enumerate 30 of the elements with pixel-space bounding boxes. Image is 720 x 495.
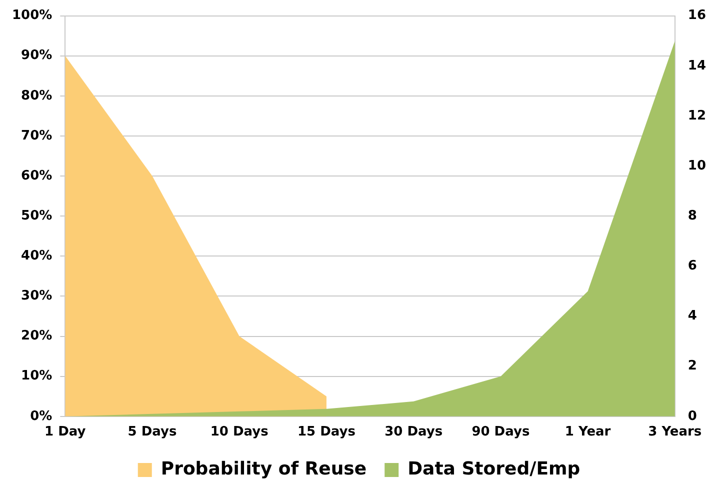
- y-tick-label: 10%: [21, 368, 52, 384]
- x-tick-label: 15 Days: [297, 424, 356, 440]
- y2-tick-label: 4: [688, 308, 697, 324]
- y2-tick-label: 10: [688, 158, 706, 174]
- y-tick-label: 70%: [21, 128, 52, 144]
- y-tick-label: 30%: [21, 288, 52, 304]
- y2-tick-label: 14: [688, 58, 706, 74]
- x-tick-label: 1 Day: [44, 424, 86, 440]
- y-tick-label: 50%: [21, 208, 52, 224]
- y2-tick-label: 0: [688, 408, 697, 424]
- y2-tick-label: 6: [688, 258, 697, 274]
- y2-tick-label: 16: [688, 8, 706, 24]
- y-tick-label: 40%: [21, 248, 52, 264]
- y-tick-label: 20%: [21, 328, 52, 344]
- x-tick-label: 30 Days: [384, 424, 443, 440]
- y2-tick-label: 2: [688, 358, 697, 374]
- y2-tick-label: 8: [688, 208, 697, 224]
- x-tick-label: 90 Days: [472, 424, 530, 440]
- y-tick-label: 100%: [12, 8, 52, 24]
- legend-label: Data Stored/Emp: [408, 458, 580, 480]
- y-tick-label: 80%: [21, 88, 52, 104]
- y-tick-label: 60%: [21, 168, 52, 184]
- x-tick-label: 5 Days: [128, 424, 177, 440]
- x-tick-label: 10 Days: [210, 424, 269, 440]
- legend-label: Probability of Reuse: [160, 458, 367, 480]
- y-tick-label: 0%: [30, 408, 52, 424]
- x-tick-label: 3 Years: [648, 424, 702, 440]
- y2-tick-label: 12: [688, 108, 706, 124]
- x-tick-label: 1 Year: [564, 424, 612, 440]
- y-tick-label: 90%: [21, 48, 52, 64]
